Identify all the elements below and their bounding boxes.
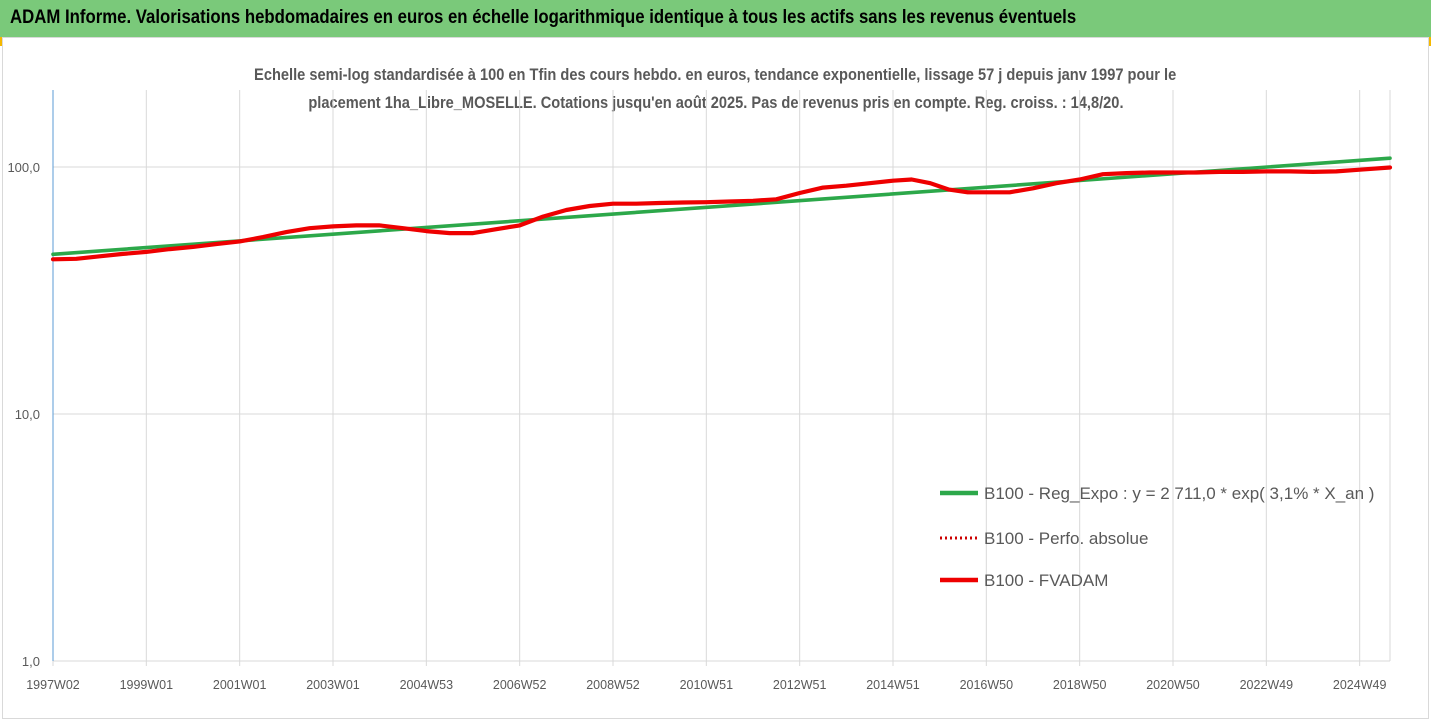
chart-subtitle-line-2-text: placement 1ha_Libre_MOSELLE. Cotations j… xyxy=(307,93,1124,112)
y-tick-label: 100,0 xyxy=(7,160,40,175)
title-banner: ADAM Informe. Valorisations hebdomadaire… xyxy=(0,0,1431,37)
legend: B100 - Reg_Expo : y = 2 711,0 * exp( 3,1… xyxy=(940,484,1374,590)
series-layer xyxy=(50,156,1393,262)
x-tick-label: 2012W51 xyxy=(773,678,827,692)
legend-label-2: B100 - FVADAM xyxy=(984,571,1108,590)
banner-title: ADAM Informe. Valorisations hebdomadaire… xyxy=(10,6,1077,28)
x-tick-label: 2006W52 xyxy=(493,678,547,692)
grid-layer xyxy=(53,90,1391,662)
x-tick-label: 2014W51 xyxy=(866,678,920,692)
x-tick-label: 2010W51 xyxy=(680,678,734,692)
chart-subtitle-line-1-text: Echelle semi-log standardisée à 100 en T… xyxy=(254,65,1177,84)
legend-label-1: B100 - Perfo. absolue xyxy=(984,529,1148,548)
x-tick-label: 2018W50 xyxy=(1053,678,1107,692)
legend-label-0: B100 - Reg_Expo : y = 2 711,0 * exp( 3,1… xyxy=(984,484,1374,503)
x-tick-label: 2008W52 xyxy=(586,678,640,692)
chart-subtitle-line-1: Echelle semi-log standardisée à 100 en T… xyxy=(0,65,1431,85)
x-tick-label: 1999W01 xyxy=(120,678,174,692)
chart-subtitle-line-2: placement 1ha_Libre_MOSELLE. Cotations j… xyxy=(0,93,1431,113)
y-tick-label: 10,0 xyxy=(15,407,40,422)
series-line-2 xyxy=(50,165,1393,262)
x-tick-label: 2001W01 xyxy=(213,678,267,692)
axis-layer: 1997W02 1999W01 2001W01 2003W01 2004W53 2006W… xyxy=(7,90,1386,692)
x-tick-label: 2004W53 xyxy=(400,678,454,692)
x-tick-label: 2016W50 xyxy=(960,678,1014,692)
x-tick-label: 2022W49 xyxy=(1240,678,1294,692)
x-tick-label: 2024W49 xyxy=(1333,678,1387,692)
y-tick-label: 1,0 xyxy=(22,654,40,669)
x-tick-label: 1997W02 xyxy=(26,678,80,692)
x-tick-label: 2020W50 xyxy=(1146,678,1200,692)
x-tick-label: 2003W01 xyxy=(306,678,360,692)
